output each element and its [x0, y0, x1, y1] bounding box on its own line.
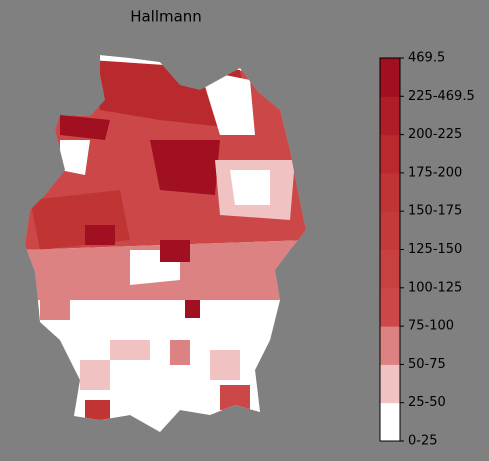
colorbar-label: 150-175 — [408, 204, 462, 219]
colorbar-label: 225-469.5 — [408, 89, 475, 104]
colorbar-band — [380, 58, 400, 97]
colorbar-band — [380, 402, 400, 442]
colorbar: 0-25 25-50 50-75 75-100 100-125 125-150 150-17… — [379, 51, 475, 449]
colorbar-label: 200-225 — [408, 127, 462, 142]
colorbar-band — [380, 287, 400, 327]
colorbar-label: 25-50 — [408, 395, 446, 410]
colorbar-label: 125-150 — [408, 242, 462, 257]
map-title: Hallmann — [130, 8, 202, 26]
colorbar-band — [380, 172, 400, 212]
colorbar-label: 100-125 — [408, 280, 462, 295]
colorbar-label: 50-75 — [408, 357, 446, 372]
colorbar-band — [380, 96, 400, 136]
colorbar-label: 175-200 — [408, 165, 462, 180]
colorbar-band — [380, 134, 400, 174]
germany-map — [25, 55, 306, 432]
colorbar-label: 0-25 — [408, 434, 438, 449]
colorbar-band — [380, 249, 400, 289]
colorbar-band — [380, 364, 400, 404]
colorbar-label: 469.5 — [408, 51, 445, 66]
colorbar-label: 75-100 — [408, 319, 454, 334]
colorbar-band — [380, 326, 400, 365]
colorbar-band — [380, 211, 400, 250]
